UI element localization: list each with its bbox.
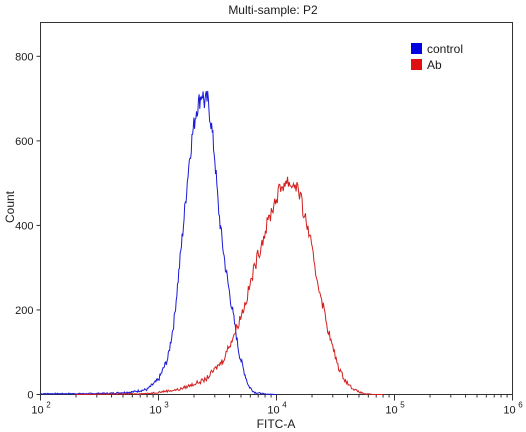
series-layer	[40, 90, 384, 396]
y-axis-label: Count	[3, 190, 17, 223]
x-tick-label: 10	[503, 405, 515, 417]
plot-frame	[40, 22, 513, 395]
x-tick-label: 10	[31, 405, 43, 417]
y-tick-label: 200	[15, 305, 33, 317]
x-tick-exponent: 5	[400, 401, 405, 410]
x-axis-label: FITC-A	[257, 417, 296, 431]
x-tick-label: 10	[385, 405, 397, 417]
legend: control Ab	[411, 42, 463, 72]
x-tick-exponent: 3	[164, 401, 169, 410]
x-tick-label: 10	[149, 405, 161, 417]
y-tick-label: 400	[15, 220, 33, 232]
legend-label-ab: Ab	[427, 58, 442, 72]
y-tick-label: 800	[15, 51, 33, 63]
chart-title: Multi-sample: P2	[228, 3, 318, 17]
legend-swatch-control	[411, 43, 422, 54]
x-axis: 10 2 10 3 10 4 10 5 10 6	[31, 394, 523, 417]
x-tick-exponent: 4	[282, 401, 287, 410]
x-tick-label: 10	[267, 405, 279, 417]
series-line-ab	[76, 176, 384, 395]
legend-swatch-ab	[411, 59, 422, 70]
y-axis: 0 200 400 600 800	[15, 51, 41, 402]
x-tick-exponent: 6	[518, 401, 523, 410]
y-tick-label: 600	[15, 136, 33, 148]
y-tick-label: 0	[27, 390, 33, 402]
legend-label-control: control	[427, 42, 463, 56]
series-line-control	[40, 90, 277, 396]
x-tick-exponent: 2	[46, 401, 51, 410]
